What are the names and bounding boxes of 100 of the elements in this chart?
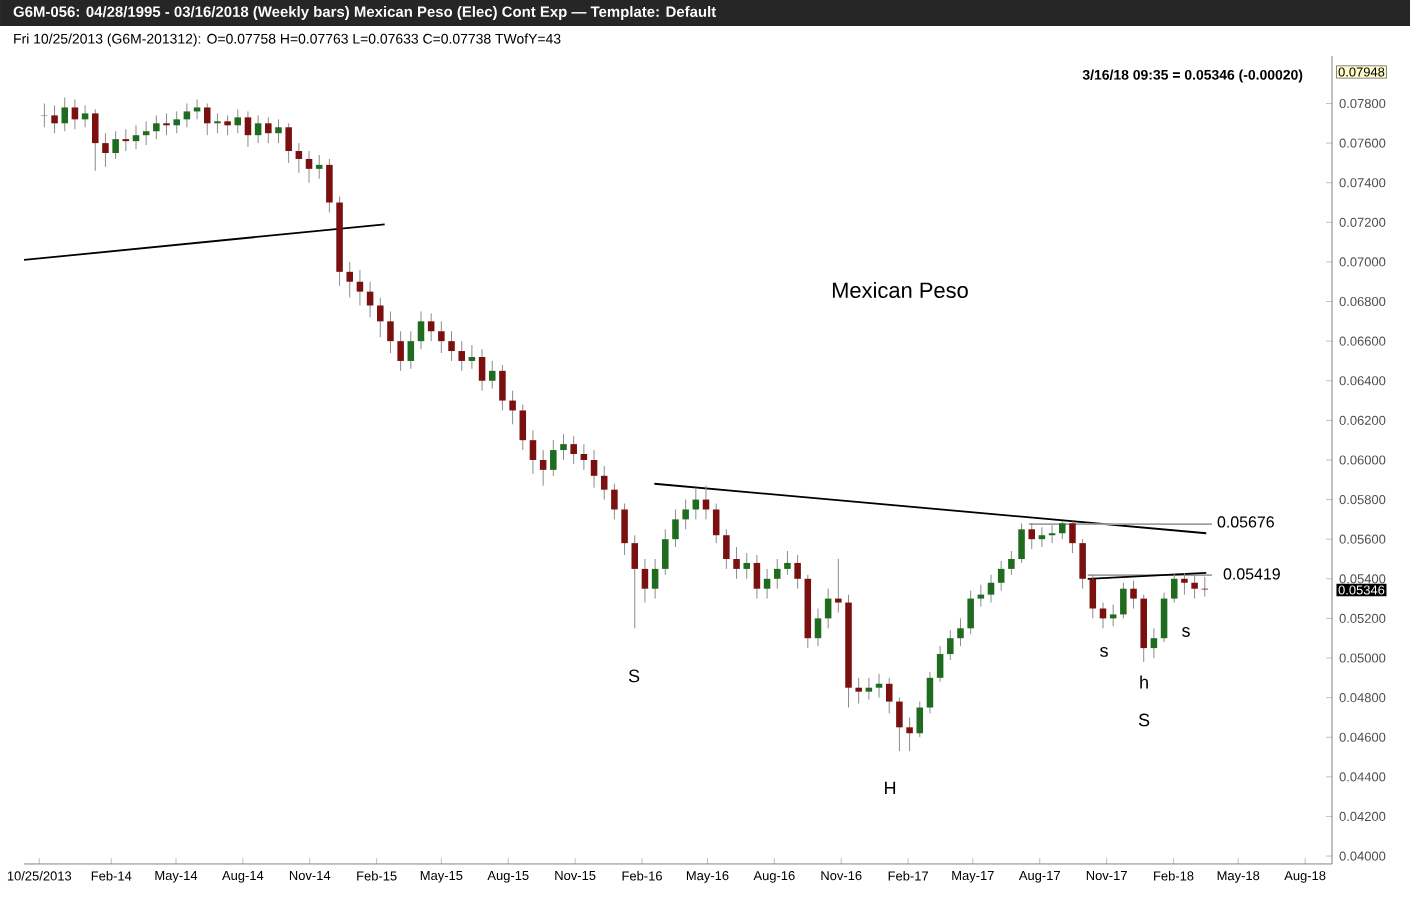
candlestick [1028, 522, 1036, 550]
candlestick [1191, 574, 1198, 600]
candlestick [193, 99, 201, 120]
candlestick [183, 103, 191, 128]
candlestick [377, 297, 384, 338]
candlestick [41, 103, 48, 128]
candlestick [957, 617, 964, 647]
candlestick [305, 150, 313, 184]
candlestick [224, 114, 231, 136]
candlestick [142, 120, 150, 146]
candlestick [926, 671, 934, 714]
candlestick [631, 534, 639, 629]
candlestick [458, 340, 465, 372]
candlestick [326, 158, 333, 213]
candlestick [682, 499, 689, 530]
candlestick [417, 310, 425, 350]
candlestick [662, 528, 669, 576]
candlestick [387, 310, 394, 354]
candlestick [611, 483, 618, 520]
candlestick [936, 645, 944, 683]
candlestick [173, 110, 180, 134]
candlestick [295, 142, 303, 174]
candlestick [733, 546, 740, 580]
candlestick [896, 697, 903, 752]
candlestick [1008, 550, 1015, 576]
candlestick [723, 528, 730, 570]
candlestick [315, 154, 323, 180]
candlestick [1069, 520, 1076, 554]
candlestick [265, 116, 272, 144]
candlestick [865, 677, 873, 701]
candlestick [580, 443, 588, 471]
candlestick [875, 673, 883, 699]
candlestick [488, 360, 496, 390]
candlestick [539, 449, 547, 487]
candlestick [203, 103, 211, 136]
candlestick [244, 110, 252, 148]
candlestick [835, 558, 842, 613]
candlestick [906, 716, 913, 752]
candlestick [529, 429, 537, 475]
candlestick [214, 112, 221, 134]
candlestick [397, 330, 404, 372]
candlestick [163, 112, 170, 136]
candlestick [132, 124, 140, 150]
candlestick [916, 701, 924, 738]
annotation: S [1138, 713, 1150, 727]
annotation: Mexican Peso [832, 281, 968, 299]
candlestick [590, 449, 598, 489]
candlestick [448, 330, 455, 362]
candlestick [1120, 582, 1127, 619]
candlestick [763, 568, 771, 600]
candlestick [499, 364, 506, 411]
annotation: H [885, 781, 896, 795]
candlestick [275, 118, 282, 144]
candlestick [977, 584, 985, 608]
candlestick [519, 404, 527, 451]
candlestick [651, 558, 659, 600]
candlestick [743, 552, 750, 580]
candlestick [346, 261, 354, 299]
candlestick [1181, 572, 1188, 596]
annotation: h [1140, 675, 1148, 689]
annotation: s [1182, 627, 1190, 637]
candlestick [814, 608, 822, 647]
candlestick [153, 114, 160, 140]
candlestick [438, 320, 445, 354]
candlestick [753, 554, 761, 600]
candlestick [509, 390, 516, 425]
candlestick [356, 269, 364, 306]
candlestick [621, 503, 628, 556]
candlestick [560, 433, 567, 461]
candlestick [1079, 538, 1086, 590]
candlestick [967, 590, 974, 635]
candlestick [122, 128, 130, 152]
candlestick [112, 130, 119, 160]
candlestick [51, 104, 58, 134]
candlestick [1089, 574, 1097, 619]
candlestick [672, 508, 679, 548]
candlestick [641, 558, 649, 604]
candlestick [1170, 572, 1178, 604]
annotation: s [1100, 647, 1108, 657]
candlestick [885, 677, 893, 714]
candlestick [468, 344, 476, 370]
candlestick [1038, 526, 1046, 548]
candlestick [234, 108, 242, 134]
candlestick [712, 503, 720, 544]
candlestick [947, 629, 954, 661]
candlestick [794, 554, 801, 590]
candlestick [855, 677, 862, 705]
candlestick [427, 312, 435, 342]
candlestick [600, 465, 608, 501]
candlestick [61, 97, 69, 132]
candlestick [1130, 580, 1137, 609]
candlestick [71, 99, 79, 130]
candlestick [987, 574, 995, 604]
candlestick [773, 558, 781, 590]
candlestick [285, 122, 292, 164]
candlestick [570, 435, 577, 465]
candlestick [92, 108, 99, 172]
candlestick [1160, 592, 1168, 643]
candlestick [102, 132, 109, 168]
candlestick [1018, 522, 1025, 564]
